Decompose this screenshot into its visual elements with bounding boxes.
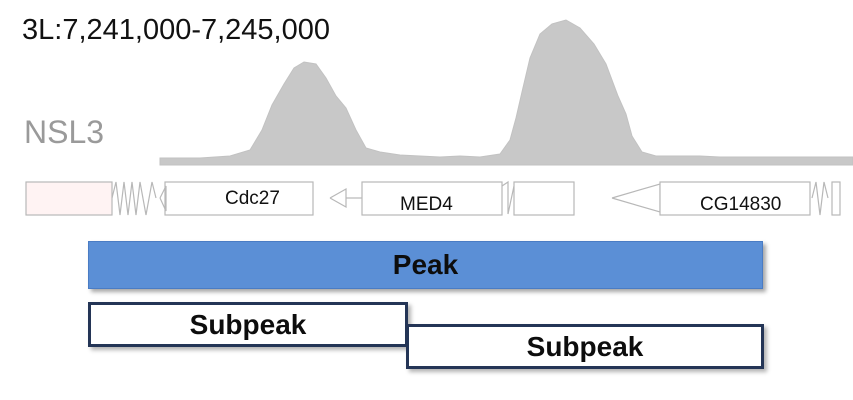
gene-model-cg14830: [659, 181, 811, 216]
peak-box: Peak: [88, 241, 763, 289]
gene-model-right-edge: [831, 181, 841, 216]
subpeak-box-2: Subpeak: [406, 324, 764, 369]
gene-model-cdc27-arrow: [159, 185, 167, 212]
gene-model-left-introns: [111, 181, 157, 216]
gene-model-cdc27: [164, 181, 314, 216]
gene-model-med4-arrow: [329, 187, 347, 209]
gene-label-med4: MED4: [400, 194, 453, 215]
nsl3-signal-track: [159, 19, 853, 166]
subpeak-label-2: Subpeak: [526, 330, 644, 362]
subpeak-label-1: Subpeak: [189, 308, 307, 340]
gene-model-med4-exon: [513, 181, 575, 216]
gene-annotation-track: [25, 180, 841, 216]
track-label-nsl3: NSL3: [24, 114, 105, 150]
peak-label: Peak: [392, 249, 459, 280]
gene-model-med4: [361, 181, 503, 216]
genomic-region-title: 3L:7,241,000-7,245,000: [22, 14, 330, 46]
gene-model-cg14830-arrow: [611, 183, 661, 213]
gene-model-left: [25, 181, 113, 216]
subpeak-box-1: Subpeak: [88, 302, 408, 347]
gene-label-cdc27: Cdc27: [225, 188, 280, 209]
genome-tracks: Cdc27 MED4 CG14830: [25, 19, 853, 216]
gene-label-cg14830: CG14830: [700, 194, 781, 215]
